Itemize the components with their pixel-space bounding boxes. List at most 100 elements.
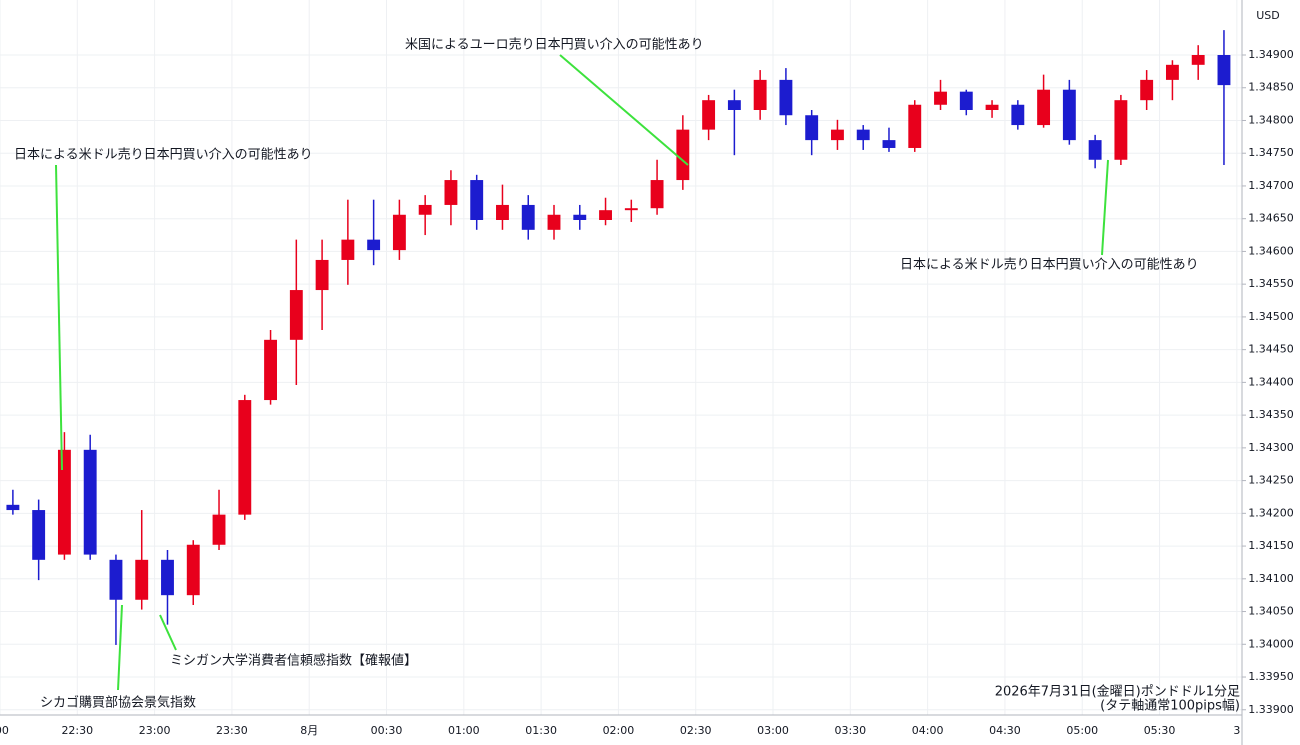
- candle-body: [727, 100, 741, 110]
- candle-body: [57, 449, 71, 555]
- currency-label: USD: [1256, 9, 1280, 22]
- candle-body: [1037, 89, 1051, 126]
- y-tick-label: 1.34650: [1248, 212, 1294, 225]
- candle-body: [470, 180, 484, 220]
- candle-body: [341, 239, 355, 260]
- x-tick-label: 03:30: [834, 724, 866, 737]
- y-tick-label: 1.34400: [1248, 375, 1294, 388]
- x-tick-label: 04:00: [912, 724, 944, 737]
- candle-body: [32, 510, 46, 560]
- annotation: シカゴ購買部協会景気指数: [40, 695, 196, 711]
- candle-body: [805, 115, 819, 141]
- y-tick-label: 1.33950: [1248, 670, 1294, 683]
- y-tick-label: 1.34350: [1248, 408, 1294, 421]
- candle-body: [135, 559, 149, 600]
- x-tick-label: 01:30: [525, 724, 557, 737]
- y-tick-label: 1.34100: [1248, 572, 1294, 585]
- candle-body: [908, 104, 922, 148]
- candle-body: [650, 180, 664, 209]
- candle-body: [882, 140, 896, 148]
- annotation: 米国によるユーロ売り日本円買い介入の可能性あり: [405, 37, 704, 53]
- y-tick-label: 1.34450: [1248, 343, 1294, 356]
- y-tick-label: 1.34050: [1248, 605, 1294, 618]
- candle-body: [959, 91, 973, 110]
- candle-body: [1140, 79, 1154, 101]
- candle-body: [599, 210, 612, 220]
- candle-body: [238, 400, 252, 515]
- x-tick-label: 3: [1233, 724, 1240, 737]
- y-tick-label: 1.34250: [1248, 474, 1294, 487]
- y-tick-label: 1.33900: [1248, 703, 1294, 716]
- candle-body: [212, 514, 226, 545]
- annotation-pointer: [1101, 159, 1109, 256]
- candle-body: [83, 449, 97, 555]
- candle-body: [676, 129, 690, 181]
- x-tick-label: 23:30: [216, 724, 248, 737]
- annotation: 日本による米ドル売り日本円買い介入の可能性あり: [900, 257, 1199, 273]
- y-tick-label: 1.34550: [1248, 277, 1294, 290]
- x-tick-label: 22:30: [61, 724, 93, 737]
- x-tick-label: 04:30: [989, 724, 1021, 737]
- candle-body: [1062, 89, 1076, 141]
- y-tick-label: 1.34850: [1248, 81, 1294, 94]
- x-tick-label: 05:00: [1066, 724, 1098, 737]
- y-tick-label: 1.34600: [1248, 244, 1294, 257]
- candle-body: [109, 559, 123, 600]
- y-tick-label: 1.34200: [1248, 506, 1294, 519]
- y-tick-label: 1.34000: [1248, 637, 1294, 650]
- annotation: 日本による米ドル売り日本円買い介入の可能性あり: [14, 147, 313, 163]
- candle-body: [289, 290, 303, 340]
- candle-body: [161, 559, 174, 596]
- candle-body: [1011, 104, 1025, 126]
- candle-body: [856, 129, 870, 141]
- candles: [6, 30, 1231, 645]
- candle-body: [521, 204, 535, 230]
- candle-body: [1191, 55, 1205, 65]
- annotation: ミシガン大学消費者信頼感指数【確報値】: [170, 653, 417, 669]
- candle-body: [315, 259, 329, 291]
- candle-body: [264, 339, 278, 401]
- candle-body: [392, 214, 406, 251]
- annotation-pointer: [117, 604, 123, 691]
- candle-body: [6, 504, 20, 511]
- y-tick-label: 1.34900: [1248, 48, 1294, 61]
- annotation-pointer: [559, 54, 689, 166]
- candle-body: [444, 180, 458, 205]
- y-tick-label: 1.34800: [1248, 113, 1294, 126]
- candle-body: [831, 129, 844, 141]
- caption: 2026年7月31日(金曜日)ポンドドル1分足: [995, 684, 1240, 700]
- candle-body: [573, 214, 587, 220]
- y-tick-label: 1.34300: [1248, 441, 1294, 454]
- x-tick-label: 01:00: [448, 724, 480, 737]
- y-tick-label: 1.34500: [1248, 310, 1294, 323]
- candle-body: [547, 214, 561, 230]
- candle-body: [367, 239, 381, 251]
- candle-body: [753, 79, 767, 110]
- x-tick-label: 8月: [300, 724, 318, 737]
- annotation-pointer: [159, 614, 177, 651]
- candle-body: [186, 544, 200, 596]
- candle-body: [1165, 64, 1179, 80]
- y-tick-label: 1.34700: [1248, 179, 1294, 192]
- x-tick-label: 02:00: [603, 724, 635, 737]
- candle-body: [934, 91, 947, 105]
- x-tick-label: 23:00: [139, 724, 171, 737]
- annotation-pointer: [55, 164, 63, 471]
- caption: (タテ軸通常100pips幅): [1100, 699, 1240, 714]
- candle-body: [496, 204, 509, 220]
- candle-body: [985, 104, 999, 110]
- candle-body: [1088, 140, 1102, 160]
- candle-body: [779, 79, 793, 116]
- x-tick-label: 00:30: [371, 724, 403, 737]
- x-tick-label: 05:30: [1144, 724, 1176, 737]
- candle-body: [1217, 55, 1231, 86]
- x-tick-label: 02:30: [680, 724, 712, 737]
- candle-body: [624, 208, 638, 211]
- candle-body: [1114, 100, 1128, 160]
- x-tick-label: 03:00: [757, 724, 789, 737]
- candle-body: [418, 204, 432, 215]
- y-tick-label: 1.34150: [1248, 539, 1294, 552]
- y-tick-label: 1.34750: [1248, 146, 1294, 159]
